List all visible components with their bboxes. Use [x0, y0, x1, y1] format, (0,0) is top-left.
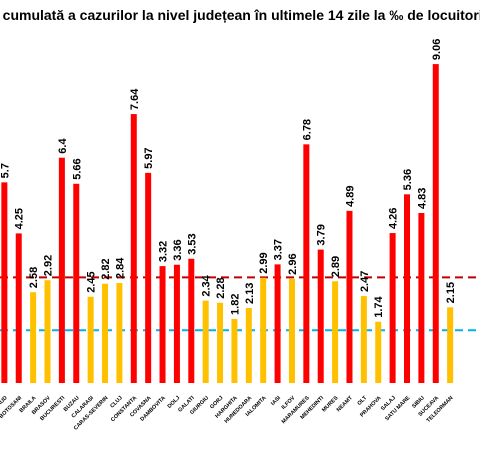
value-label: 2.82 — [100, 258, 112, 279]
threshold-lines — [0, 276, 480, 332]
category-label: OLT — [357, 395, 369, 407]
category-label: NEAMT — [336, 395, 355, 414]
value-label: 3.37 — [273, 239, 285, 260]
value-label: 2.15 — [445, 282, 457, 303]
value-label: 2.99 — [258, 252, 270, 273]
value-label: 5.7 — [0, 163, 11, 178]
category-label: TELEORMAN — [426, 395, 455, 424]
bar-bistrita-nasaud — [1, 182, 8, 383]
bar-dambovita — [159, 266, 166, 383]
value-label: 5.97 — [143, 147, 155, 168]
bar-bucuresti — [58, 157, 65, 383]
bar-hunedoara — [245, 308, 252, 383]
bar-botosani — [15, 233, 22, 383]
bar-calarasi — [87, 296, 94, 383]
bar-galati — [188, 258, 195, 383]
value-label: 4.89 — [344, 185, 356, 206]
bar-neamt — [346, 210, 353, 383]
value-label: 4.26 — [388, 208, 400, 229]
value-label: 1.82 — [229, 294, 241, 315]
value-label: 2.96 — [287, 253, 299, 274]
value-label: 5.36 — [402, 169, 414, 190]
value-label: 3.53 — [186, 233, 198, 254]
value-label: 5.66 — [71, 158, 83, 179]
bar-ialomita — [260, 277, 267, 383]
bar-gorj — [217, 302, 224, 383]
bar-braila — [30, 292, 37, 383]
bar-buzau — [73, 183, 80, 383]
value-label: 6.4 — [57, 138, 69, 154]
value-label: 1.74 — [373, 295, 385, 317]
bar-sibiu — [418, 212, 425, 383]
bars — [1, 64, 454, 384]
bar-harghita — [231, 318, 238, 383]
bar-suceava — [432, 64, 439, 383]
bar-ilfov — [288, 278, 295, 383]
bar-salaj — [389, 233, 396, 383]
chart-title: Incidența cumulată a cazurilor la nivel … — [0, 7, 480, 23]
bar-mehedinti — [317, 249, 324, 383]
bar-giurgiu — [202, 300, 209, 383]
bar-satu-mare — [404, 194, 410, 383]
bar-covasna — [145, 172, 152, 383]
value-label: 4.83 — [416, 188, 428, 209]
value-labels: 5.7 4.25 2.582.92 6.45.66 2.452.82 2.84 7.64 5.… — [0, 39, 457, 318]
value-label: 2.84 — [114, 257, 126, 279]
value-label: 2.92 — [43, 255, 55, 276]
bar-brasov — [44, 280, 51, 383]
value-label: 2.34 — [201, 274, 213, 296]
bar-maramures — [303, 144, 310, 383]
value-label: 3.79 — [316, 224, 328, 245]
value-label: 2.13 — [244, 283, 256, 304]
value-label: 2.47 — [359, 271, 371, 292]
value-label: 6.78 — [301, 119, 313, 140]
value-label: 9.06 — [431, 39, 443, 60]
bar-constanta — [130, 114, 137, 384]
bar-teleorman — [447, 307, 454, 383]
value-label: 2.28 — [215, 277, 227, 298]
value-label: 3.32 — [158, 241, 170, 262]
bar-iasi — [274, 264, 281, 383]
bar-cluj — [116, 283, 123, 383]
bar-mures — [332, 281, 339, 383]
value-label: 2.58 — [28, 267, 40, 288]
bar-olt — [360, 296, 367, 383]
bar-prahova — [375, 321, 382, 383]
value-label: 3.36 — [172, 239, 184, 260]
bar-caras-severin — [102, 283, 109, 383]
category-label: IASI — [270, 395, 282, 407]
value-label: 2.89 — [330, 256, 342, 277]
value-label: 4.25 — [14, 208, 26, 229]
category-labels: ALBABIHORBISTRITA NASAUDBOTOSANIBRAILABR… — [0, 395, 455, 435]
value-label: 7.64 — [129, 88, 141, 110]
value-label: 2.45 — [86, 271, 98, 292]
bar-dolj — [173, 264, 180, 383]
